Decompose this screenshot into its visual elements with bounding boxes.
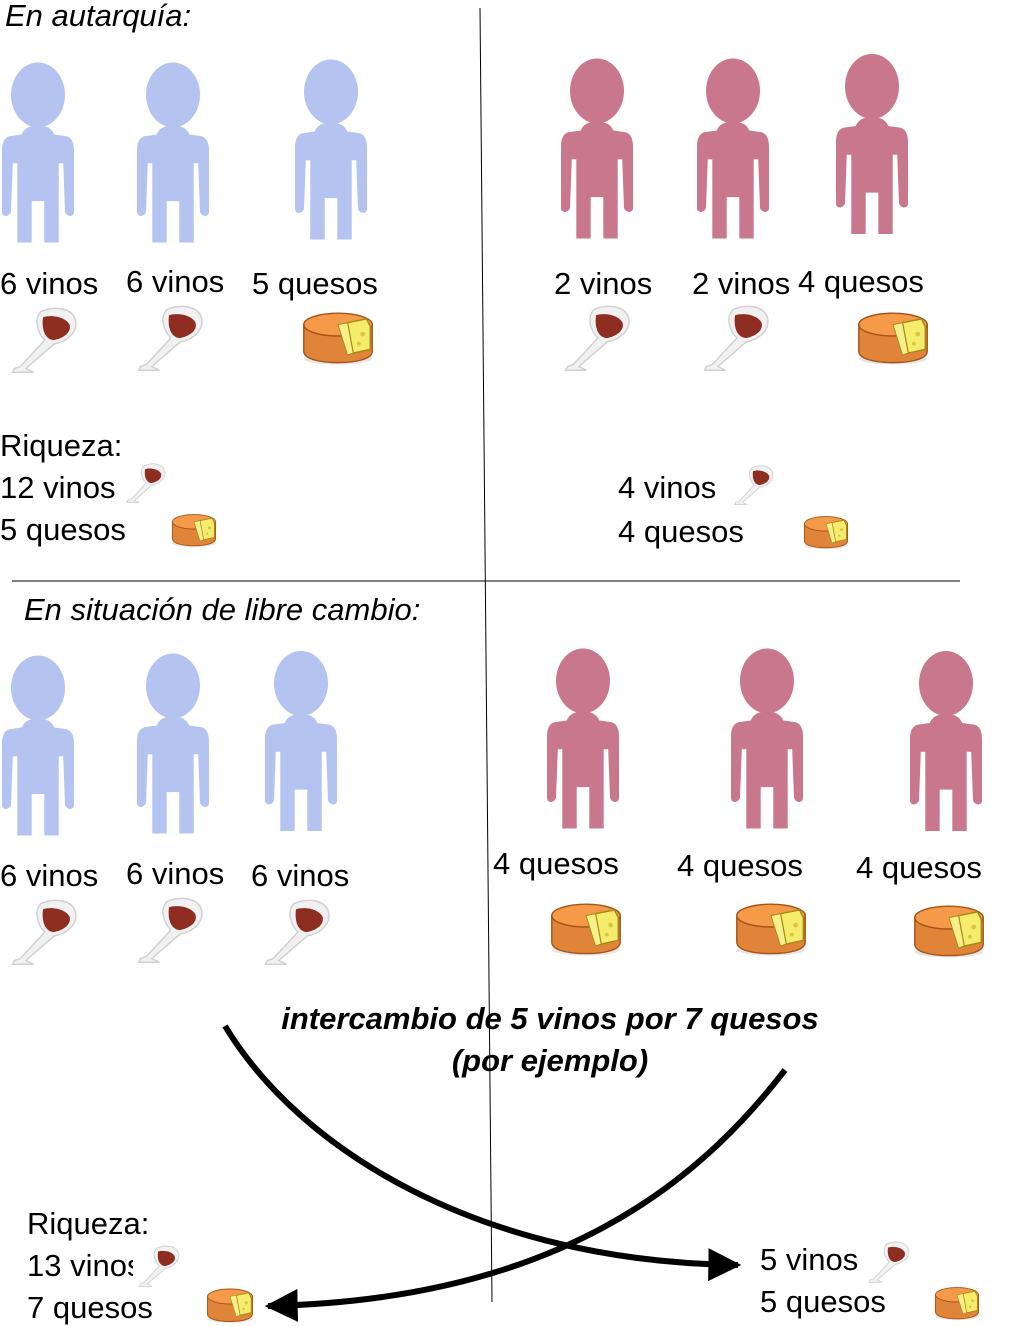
person-icon	[2, 655, 74, 836]
person-icon	[836, 54, 908, 234]
cheese-wheel-icon	[858, 312, 928, 366]
person-icon	[2, 62, 74, 243]
wine-glass-icon	[868, 1241, 910, 1283]
person-label: 4 quesos	[798, 264, 924, 299]
person-label: 2 vinos	[692, 266, 791, 301]
vertical-divider	[479, 7, 493, 1303]
wine-glass-icon	[137, 305, 203, 372]
wine-glass-icon	[564, 305, 630, 372]
free-trade-title: En situación de libre cambio:	[24, 592, 421, 627]
person-label: 6 vinos	[0, 266, 99, 301]
cheese-wheel-icon	[551, 903, 621, 957]
wealth-wine: 13 vinos	[27, 1250, 133, 1283]
wine-glass-icon	[126, 463, 166, 503]
exchange-note-line2: (por ejemplo)	[451, 1043, 649, 1078]
person-label: 6 vinos	[126, 264, 225, 299]
person-icon	[697, 58, 769, 239]
person-label: 6 vinos	[0, 858, 99, 893]
person-icon	[561, 58, 633, 239]
person-label: 5 quesos	[252, 266, 378, 301]
wine-glass-icon	[703, 305, 769, 372]
wine-glass-icon	[264, 899, 330, 966]
wealth-wine: 5 vinos	[760, 1242, 859, 1277]
person-label: 2 vinos	[554, 266, 653, 301]
exchange-note-line1: intercambio de 5 vinos por 7 quesos	[281, 1001, 819, 1036]
person-icon	[295, 59, 367, 240]
cheese-wheel-icon	[914, 905, 984, 959]
cheese-wheel-icon	[303, 312, 373, 366]
wealth-title: Riqueza:	[27, 1206, 150, 1241]
wine-glass-icon	[137, 897, 203, 964]
person-label: 4 quesos	[856, 850, 982, 885]
person-icon	[731, 648, 803, 829]
wealth-wine: 12 vinos	[0, 472, 116, 505]
person-label: 4 quesos	[677, 848, 803, 883]
cheese-exchange-arrow	[264, 1068, 788, 1322]
wealth-cheese: 7 quesos	[27, 1290, 153, 1325]
person-icon	[265, 651, 337, 831]
wine-glass-icon	[734, 465, 774, 505]
wine-exchange-arrow	[222, 1024, 742, 1282]
person-label: 4 quesos	[493, 846, 619, 881]
wine-glass-icon	[138, 1245, 180, 1287]
cheese-wheel-icon	[206, 1288, 254, 1324]
person-label: 6 vinos	[126, 856, 225, 891]
autarky-title: En autarquía:	[5, 0, 192, 33]
wine-glass-icon	[11, 899, 77, 966]
person-icon	[910, 651, 982, 831]
wine-glass-icon	[11, 307, 77, 374]
person-icon	[137, 653, 209, 834]
person-icon	[137, 62, 209, 243]
cheese-wheel-icon	[803, 516, 849, 550]
exchange-note: intercambio de 5 vinos por 7 quesos (por…	[250, 998, 850, 1082]
wealth-title: Riqueza:	[0, 428, 123, 463]
wealth-cheese: 4 quesos	[618, 514, 744, 549]
wealth-cheese: 5 quesos	[0, 512, 126, 547]
cheese-wheel-icon	[934, 1287, 980, 1321]
person-icon	[547, 648, 619, 829]
person-label: 6 vinos	[251, 858, 350, 893]
wealth-wine: 4 vinos	[618, 470, 717, 505]
cheese-wheel-icon	[171, 514, 217, 548]
cheese-wheel-icon	[736, 903, 806, 957]
wealth-cheese: 5 quesos	[760, 1284, 886, 1319]
